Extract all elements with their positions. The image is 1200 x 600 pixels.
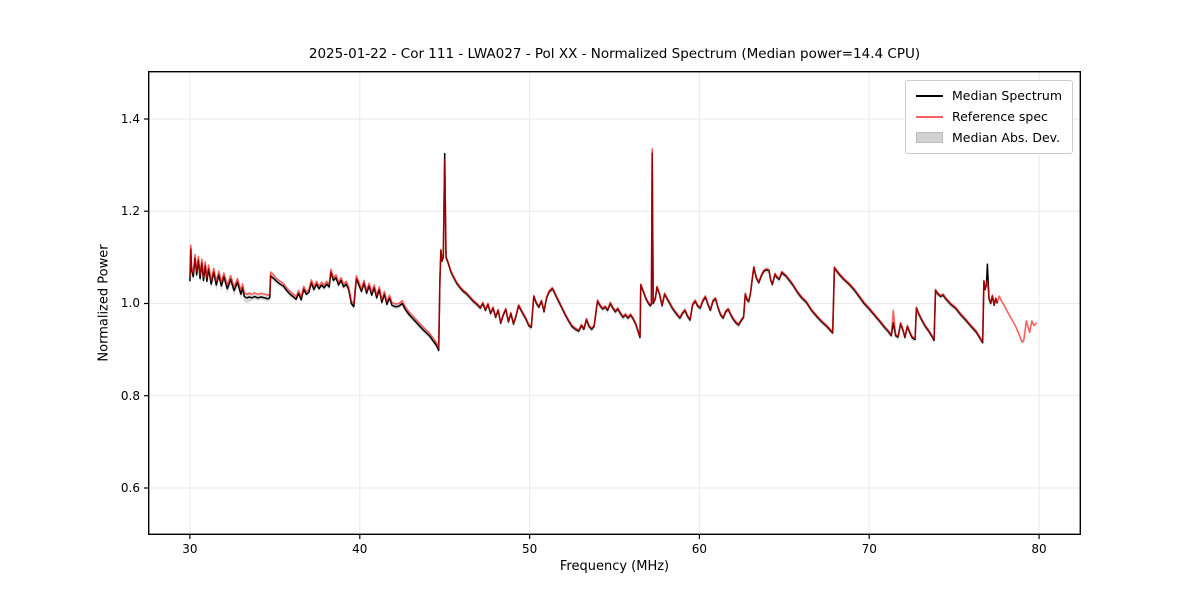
x-tick-label: 40 bbox=[352, 542, 368, 556]
legend-label: Median Spectrum bbox=[951, 88, 1062, 103]
y-tick-label: 1.2 bbox=[120, 204, 140, 219]
mad-band bbox=[189, 144, 998, 354]
x-tick-label: 80 bbox=[1031, 542, 1047, 556]
median-spectrum-line bbox=[189, 152, 999, 352]
x-axis-label: Frequency (MHz) bbox=[559, 559, 670, 574]
legend: Median Spectrum Reference spec Median Ab… bbox=[904, 80, 1073, 154]
legend-item-median-abs-dev: Median Abs. Dev. bbox=[915, 130, 1062, 145]
median-spectrum-line-swatch bbox=[915, 94, 943, 97]
y-tick-label: 0.6 bbox=[120, 480, 140, 495]
x-tick-label: 30 bbox=[182, 542, 198, 556]
chart-title: 2025-01-22 - Cor 111 - LWA027 - Pol XX -… bbox=[308, 46, 921, 62]
reference-spec-line-swatch bbox=[915, 115, 943, 118]
y-tick-label: 1.4 bbox=[120, 111, 140, 126]
y-tick-label: 1.0 bbox=[120, 296, 140, 311]
median-abs-dev-patch-swatch bbox=[915, 132, 943, 143]
reference-spec-line bbox=[189, 148, 1038, 349]
legend-label: Median Abs. Dev. bbox=[951, 130, 1061, 145]
axes-frame bbox=[147, 70, 1081, 536]
x-tick-label: 60 bbox=[691, 542, 708, 556]
tick-marks bbox=[144, 118, 1040, 539]
y-tick-label: 0.8 bbox=[120, 388, 140, 403]
plot-area: Median Spectrum Reference spec Median Ab… bbox=[144, 70, 1081, 539]
legend-label: Reference spec bbox=[951, 109, 1048, 124]
legend-item-median-spectrum: Median Spectrum bbox=[915, 88, 1062, 103]
legend-item-reference-spec: Reference spec bbox=[915, 109, 1062, 124]
x-tick-label: 70 bbox=[861, 542, 877, 556]
x-tick-label: 50 bbox=[521, 542, 538, 556]
